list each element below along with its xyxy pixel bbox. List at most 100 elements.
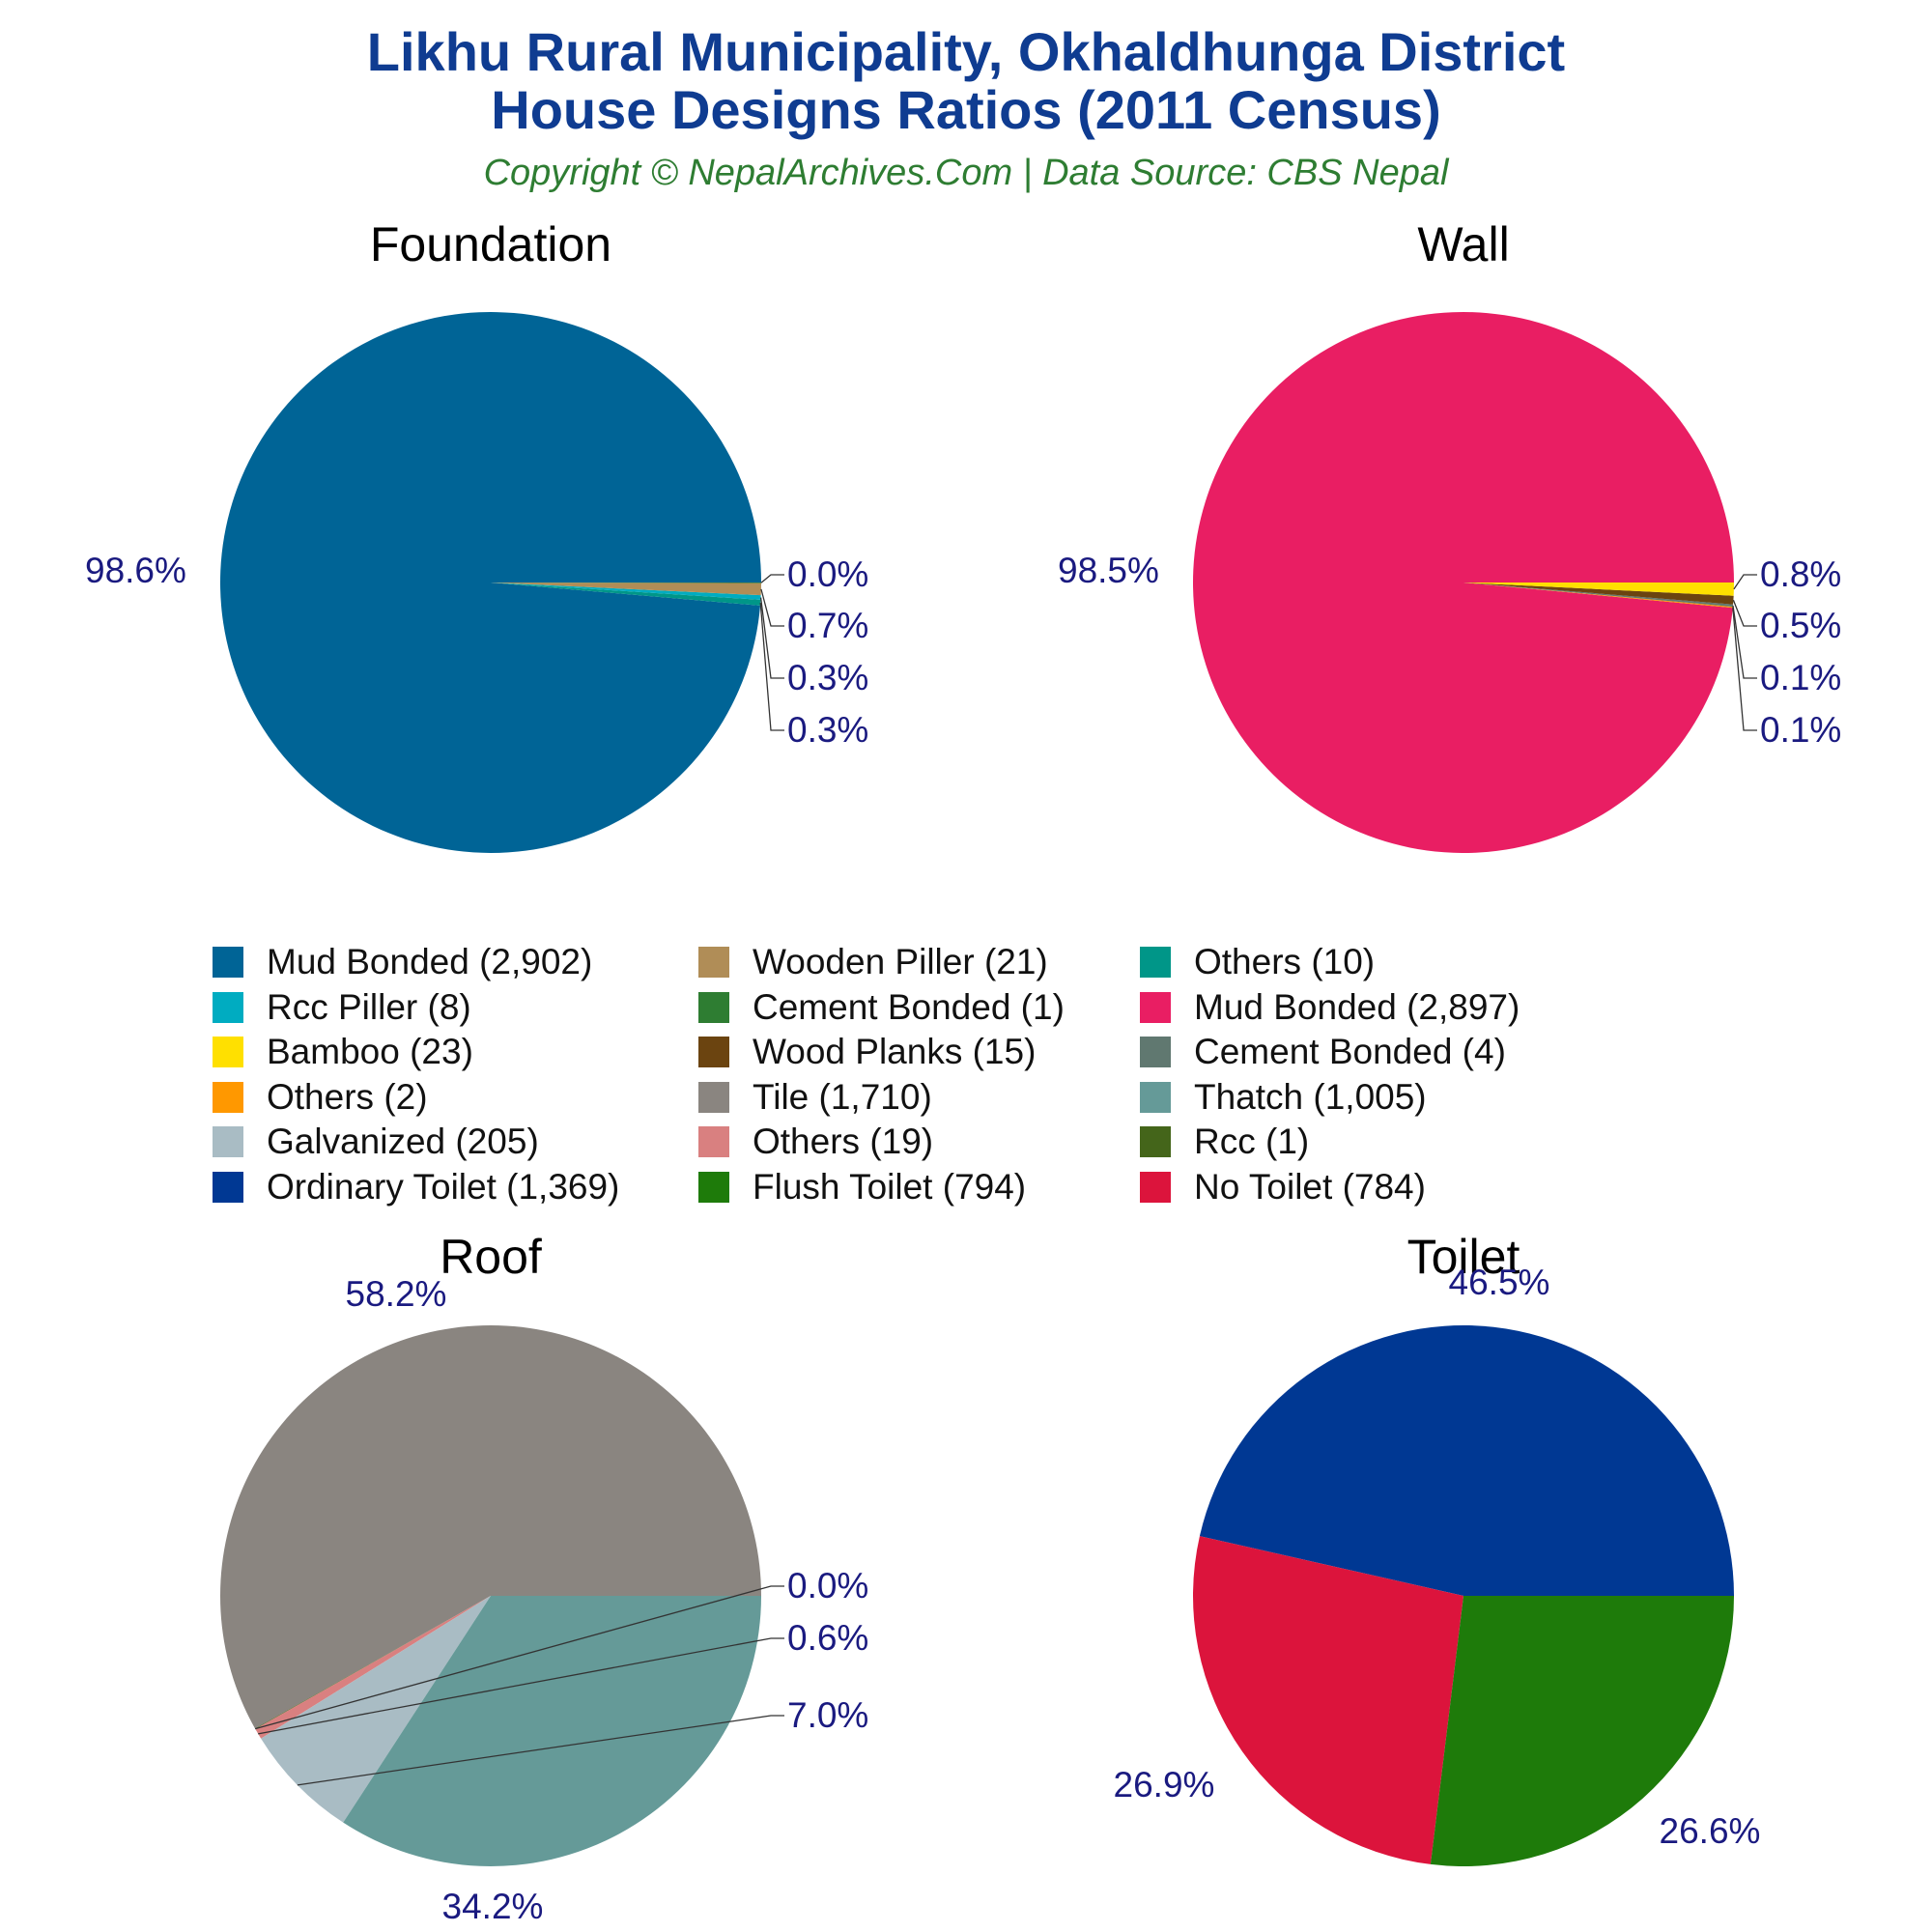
pie-data-label: 0.7%	[787, 606, 868, 645]
legend-label: Galvanized (205)	[267, 1122, 539, 1161]
pie-data-label: 98.6%	[85, 551, 186, 590]
legend-label: Wood Planks (15)	[753, 1032, 1037, 1071]
pie-chart-wall: Wall 98.5% 0.8% 0.5% 0.1% 0.1%	[1058, 217, 1841, 853]
legend-label: Rcc Piller (8)	[267, 986, 471, 1027]
legend-item: Cement Bonded (4)	[1140, 1030, 1506, 1074]
pie-data-label: 98.5%	[1058, 551, 1159, 590]
legend-label: Tile (1,710)	[753, 1076, 932, 1117]
legend-item: Rcc (1)	[1140, 1120, 1309, 1164]
pie-slice-bamboo	[1463, 582, 1734, 596]
pie-data-label: 0.3%	[787, 710, 868, 750]
pie-slice-rcc-piller	[491, 582, 761, 600]
leader-line	[1733, 574, 1757, 590]
leader-line	[759, 597, 784, 679]
leader-line	[1732, 605, 1757, 679]
legend-item: Bamboo (23)	[213, 1030, 473, 1074]
legend-label: Bamboo (23)	[267, 1032, 473, 1071]
pie-slice-cement-bonded	[491, 582, 761, 583]
legend-item: Mud Bonded (2,897)	[1140, 985, 1520, 1030]
pie-slice-no-toilet	[1193, 1536, 1463, 1864]
pie-slice-others	[255, 1596, 491, 1739]
legend-label: Cement Bonded (1)	[753, 986, 1065, 1027]
legend-swatch	[1140, 1126, 1171, 1157]
legend-item: Rcc Piller (8)	[213, 985, 471, 1030]
pie-data-label: 0.0%	[787, 554, 868, 594]
chart-title-line1: Likhu Rural Municipality, Okhaldhunga Di…	[366, 21, 1566, 82]
legend-swatch	[698, 991, 729, 1023]
legend-label: Thatch (1,005)	[1194, 1076, 1427, 1117]
legend-swatch	[1140, 1171, 1171, 1203]
pie-data-label: 0.6%	[787, 1618, 868, 1658]
legend-label: Mud Bonded (2,902)	[267, 942, 593, 981]
legend-swatch	[213, 1037, 243, 1067]
pie-slice-flush-toilet	[1430, 1596, 1734, 1867]
pie-slice-wooden-piller	[491, 582, 761, 596]
legend-item: Others (10)	[1140, 940, 1375, 984]
pie-data-label: 34.2%	[442, 1887, 544, 1926]
pie-slice-mud-bonded	[1192, 311, 1734, 853]
pie-data-label: 7.0%	[787, 1695, 868, 1735]
legend-label: Wooden Piller (21)	[753, 942, 1048, 981]
legend-item: Mud Bonded (2,902)	[213, 940, 592, 984]
legend-swatch	[213, 947, 243, 978]
legend-swatch	[213, 1081, 243, 1113]
legend-label: Cement Bonded (4)	[1194, 1032, 1506, 1071]
legend-swatch	[698, 1126, 729, 1157]
legend-item: No Toilet (784)	[1140, 1165, 1426, 1209]
legend-label: Others (2)	[267, 1076, 428, 1117]
pie-slice-wood-planks	[1463, 582, 1734, 605]
legend-label: Others (10)	[1194, 942, 1376, 981]
legend-label: Others (19)	[753, 1122, 934, 1161]
pie-slice-rcc	[255, 1596, 491, 1729]
legend-label: Flush Toilet (794)	[753, 1166, 1027, 1207]
leader-line	[258, 1637, 784, 1735]
legend-label: Ordinary Toilet (1,369)	[267, 1166, 620, 1207]
pie-data-label: 0.8%	[1760, 554, 1841, 594]
legend-label: No Toilet (784)	[1194, 1166, 1426, 1207]
legend-item: Tile (1,710)	[698, 1075, 932, 1120]
pie-data-label: 0.5%	[1760, 606, 1841, 645]
pie-data-label: 26.9%	[1114, 1765, 1215, 1804]
leader-line	[297, 1715, 784, 1786]
leader-line	[1732, 599, 1757, 627]
pie-data-label: 0.0%	[787, 1566, 868, 1605]
pie-slice-others	[1463, 582, 1733, 609]
pie-slice-thatch	[343, 1596, 761, 1866]
leader-line	[759, 602, 784, 731]
pie-data-label: 0.1%	[1760, 658, 1841, 697]
pie-title: Foundation	[370, 217, 611, 271]
pie-title: Toilet	[1407, 1230, 1520, 1284]
legend-item: Galvanized (205)	[213, 1120, 539, 1164]
legend-swatch	[1140, 1081, 1171, 1113]
pie-data-label: 58.2%	[346, 1274, 447, 1314]
legend-swatch	[1140, 991, 1171, 1023]
pie-slice-ordinary-toilet	[1199, 1325, 1734, 1596]
legend-swatch	[213, 1126, 243, 1157]
chart-title-line2: House Designs Ratios (2011 Census)	[491, 79, 1441, 140]
pie-slice-others	[491, 582, 761, 606]
pie-title: Roof	[440, 1230, 542, 1284]
legend-swatch	[698, 1081, 729, 1113]
pie-slice-galvanized	[261, 1596, 491, 1823]
legend-swatch	[698, 947, 729, 978]
leader-line	[1732, 607, 1757, 731]
legend-item: Wood Planks (15)	[698, 1030, 1036, 1074]
pie-data-label: 26.6%	[1660, 1811, 1761, 1851]
pie-data-label: 0.3%	[787, 658, 868, 697]
pie-data-label: 0.1%	[1760, 710, 1841, 750]
legend-item: Ordinary Toilet (1,369)	[213, 1165, 619, 1209]
pie-chart-foundation: Foundation 98.6% 0.0% 0.7% 0.3% 0.3%	[85, 217, 868, 854]
legend-swatch	[698, 1171, 729, 1203]
legend-item: Cement Bonded (1)	[698, 985, 1065, 1030]
legend-swatch	[213, 991, 243, 1023]
pie-slice-tile	[220, 1325, 762, 1729]
legend-swatch	[213, 1171, 243, 1203]
leader-line	[255, 1585, 784, 1730]
legend-swatch	[1140, 947, 1171, 978]
legend-item: Thatch (1,005)	[1140, 1075, 1427, 1120]
legend-item: Wooden Piller (21)	[698, 940, 1048, 984]
legend-label: Mud Bonded (2,897)	[1194, 986, 1520, 1027]
legend-swatch	[1140, 1037, 1171, 1067]
